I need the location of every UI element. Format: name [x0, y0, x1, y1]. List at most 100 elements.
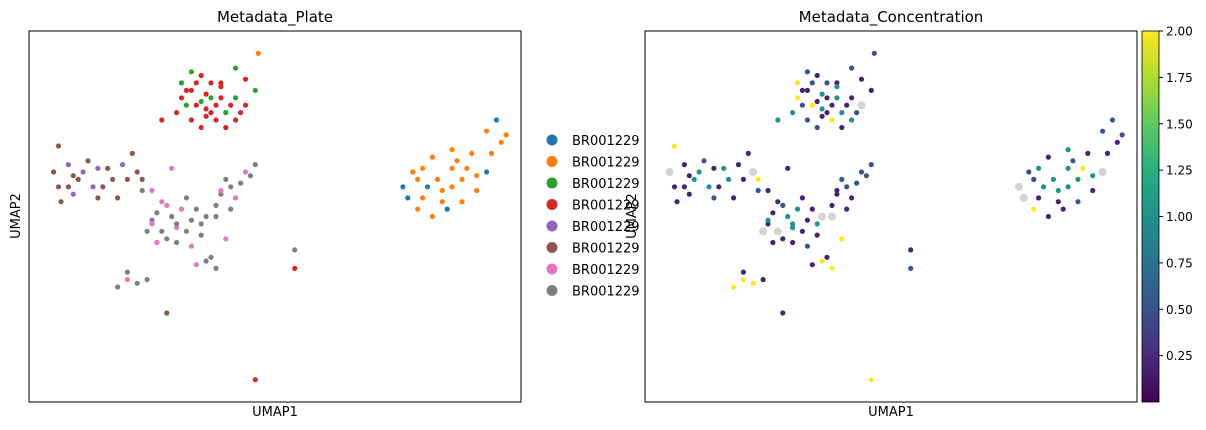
plate-point	[213, 202, 219, 208]
plate-point	[400, 184, 406, 190]
plate-point	[188, 117, 194, 123]
plate-point	[169, 165, 175, 171]
concentration-point	[745, 150, 751, 156]
concentration-point	[785, 213, 791, 220]
concentration-point	[819, 113, 825, 119]
legend-marker	[546, 220, 558, 232]
plate-point	[164, 202, 170, 208]
concentration-point	[1014, 182, 1023, 191]
concentration-point	[863, 173, 870, 179]
plate-point	[51, 169, 57, 175]
colorbar-tick-label: 0.75	[1166, 256, 1193, 270]
concentration-point	[824, 110, 830, 116]
plate-point	[193, 80, 199, 86]
concentration-point	[844, 206, 850, 212]
concentration-point	[1119, 132, 1125, 138]
plate-legend: BR001229 BR001229 BR001229 BR001229 BR001229…	[546, 134, 640, 300]
plate-point	[154, 210, 160, 216]
legend-label: BR001229	[572, 220, 640, 235]
concentration-point	[735, 162, 742, 168]
concentration-point	[824, 254, 830, 260]
plate-point	[503, 132, 509, 138]
plate-point	[85, 158, 91, 164]
plate-point	[223, 236, 229, 242]
plate-point	[449, 184, 455, 190]
concentration-point	[814, 98, 820, 105]
concentration-point	[819, 91, 825, 97]
concentration-point	[790, 225, 796, 231]
concentration-point	[794, 95, 801, 101]
concentration-point	[839, 236, 845, 242]
plate-point	[203, 213, 209, 220]
concentration-point	[1036, 195, 1042, 201]
plate-point	[144, 277, 150, 283]
concentration-point	[1055, 199, 1061, 205]
concentration-point	[790, 221, 796, 227]
concentration-point	[844, 102, 850, 108]
legend-marker	[546, 242, 558, 253]
concentration-point	[1098, 168, 1107, 176]
concentration-point	[749, 168, 758, 176]
concentration-point	[1065, 165, 1071, 171]
concentration-point	[1085, 150, 1091, 156]
plate-point	[188, 217, 194, 223]
plate-point	[193, 262, 199, 268]
plate-point	[134, 280, 140, 286]
concentration-point	[814, 232, 820, 238]
concentration-point	[824, 95, 830, 101]
concentration-point	[1060, 206, 1066, 212]
concentration-point	[790, 110, 796, 116]
plate-point	[238, 110, 244, 116]
concentration-point	[731, 284, 737, 290]
concentration-points	[665, 50, 1125, 383]
plate-point	[420, 195, 426, 201]
concentration-point	[871, 50, 877, 56]
plate-point	[223, 176, 229, 182]
concentration-point	[1100, 128, 1106, 134]
plate-point	[228, 102, 234, 108]
plate-point	[154, 239, 160, 246]
concentration-point	[765, 187, 771, 194]
plate-point	[429, 154, 435, 160]
plate-point	[193, 102, 199, 108]
concentration-point	[1065, 184, 1071, 190]
plate-point	[233, 95, 239, 101]
plate-point	[65, 162, 71, 168]
concentration-point	[671, 143, 678, 149]
concentration-point	[834, 80, 840, 86]
concentration-point	[1109, 117, 1115, 123]
plate-point	[139, 176, 145, 182]
concentration-point	[1040, 184, 1047, 190]
colorbar-tick-label: 1.50	[1166, 117, 1193, 131]
concentration-point	[809, 80, 815, 86]
concentration-point	[809, 262, 815, 268]
plate-point	[213, 213, 219, 220]
plate-point	[405, 195, 411, 201]
legend-label: BR001229	[572, 177, 640, 192]
concentration-point	[804, 243, 811, 249]
concentration-point	[740, 269, 747, 275]
plate-point	[247, 173, 253, 179]
plate-point	[242, 102, 249, 108]
concentration-point	[834, 95, 840, 101]
plate-point	[488, 150, 495, 156]
plate-point	[198, 221, 204, 227]
concentration-title: Metadata_Concentration	[799, 8, 984, 27]
concentration-point	[765, 217, 771, 223]
colorbar-tick-label: 1.75	[1166, 71, 1193, 85]
concentration-point	[721, 165, 727, 171]
concentration-point	[780, 310, 786, 316]
plate-point	[410, 169, 416, 175]
plate-point	[174, 225, 180, 231]
plate-point	[439, 199, 445, 205]
plate-point	[149, 221, 155, 227]
plate-point	[420, 165, 426, 171]
plate-point	[164, 310, 170, 316]
concentration-point	[794, 206, 801, 212]
concentration-point	[785, 165, 791, 171]
concentration-point	[799, 228, 806, 234]
concentration-point	[834, 84, 840, 90]
plate-point	[65, 184, 71, 190]
concentration-point	[731, 195, 737, 201]
concentration-point	[780, 202, 786, 208]
